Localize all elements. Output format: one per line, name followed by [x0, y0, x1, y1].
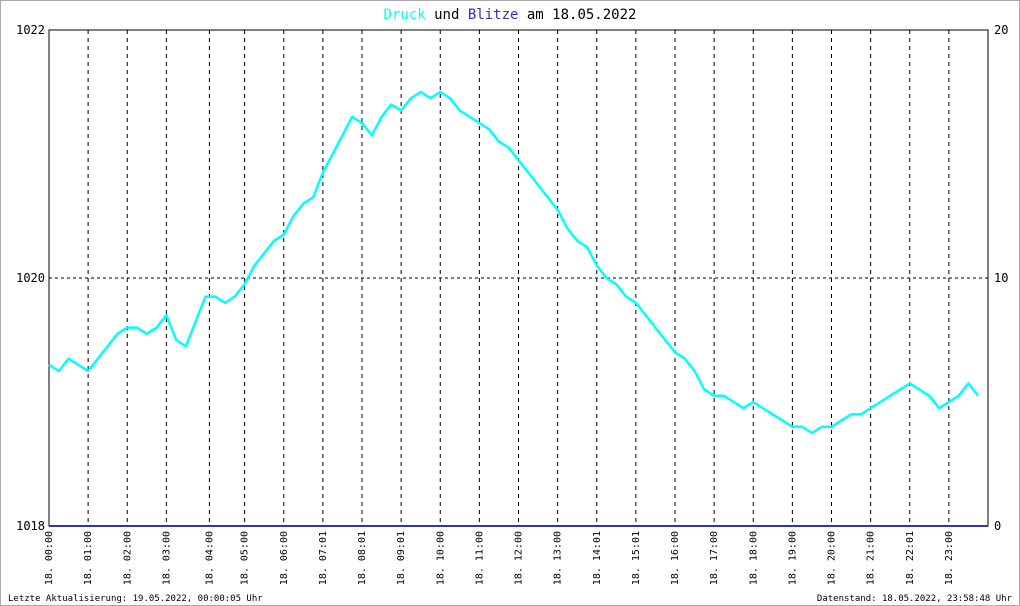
x-tick-label-12: 18. 12:00 — [514, 531, 525, 585]
chart-title: Druck und Blitze am 18.05.2022 — [384, 7, 637, 23]
y-right-tick-2: 20 — [994, 23, 1008, 37]
y-axis-left: 1018 1020 1022 — [16, 23, 45, 533]
title-date: am 18.05.2022 — [518, 7, 636, 23]
x-tick-label-18: 18. 18:00 — [748, 531, 759, 585]
x-tick-label-4: 18. 04:00 — [204, 531, 215, 585]
y-left-tick-2: 1022 — [16, 23, 45, 37]
x-tick-label-14: 18. 14:01 — [592, 531, 603, 585]
x-tick-label-1: 18. 01:00 — [83, 531, 94, 585]
y-axis-right: 0 10 20 — [994, 23, 1008, 533]
x-tick-label-15: 18. 15:01 — [631, 531, 642, 585]
x-tick-label-16: 18. 16:00 — [670, 531, 681, 585]
y-right-tick-0: 0 — [994, 519, 1001, 533]
x-tick-label-20: 18. 20:00 — [827, 531, 838, 585]
plot-area — [48, 90, 988, 527]
x-tick-label-13: 18. 13:00 — [553, 531, 564, 585]
y-left-tick-0: 1018 — [16, 519, 45, 533]
x-tick-label-17: 18. 17:00 — [709, 531, 720, 585]
x-axis: 18. 00:00 18. 01:00 18. 02:00 18. 03:00 18. … — [44, 531, 955, 585]
x-tick-label-0: 18. 00:00 — [44, 531, 55, 585]
title-und: und — [426, 7, 468, 23]
x-tick-label-22: 18. 22:01 — [905, 531, 916, 585]
series-druck — [48, 90, 980, 435]
x-tick-label-8: 18. 08:01 — [357, 531, 368, 585]
x-tick-label-7: 18. 07:01 — [318, 531, 329, 585]
x-tick-label-23: 18. 23:00 — [944, 531, 955, 585]
title-blitze: Blitze — [468, 7, 519, 23]
x-tick-label-10: 18. 10:00 — [435, 531, 446, 585]
x-tick-label-21: 18. 21:00 — [866, 531, 877, 585]
title-druck: Druck — [384, 7, 427, 23]
grid — [48, 29, 989, 527]
footer-data-status: Datenstand: 18.05.2022, 23:58:48 Uhr — [817, 594, 1013, 604]
x-tick-label-3: 18. 03:00 — [161, 531, 172, 585]
x-tick-label-11: 18. 11:00 — [474, 531, 485, 585]
x-tick-label-19: 18. 19:00 — [787, 531, 798, 585]
y-right-tick-1: 10 — [994, 271, 1008, 285]
x-tick-label-6: 18. 06:00 — [279, 531, 290, 585]
x-tick-label-9: 18. 09:01 — [396, 531, 407, 585]
y-left-tick-1: 1020 — [16, 271, 45, 285]
x-tick-label-2: 18. 02:00 — [122, 531, 133, 585]
x-tick-label-5: 18. 05:00 — [240, 531, 251, 585]
footer-last-update: Letzte Aktualisierung: 19.05.2022, 00:00… — [8, 594, 263, 604]
